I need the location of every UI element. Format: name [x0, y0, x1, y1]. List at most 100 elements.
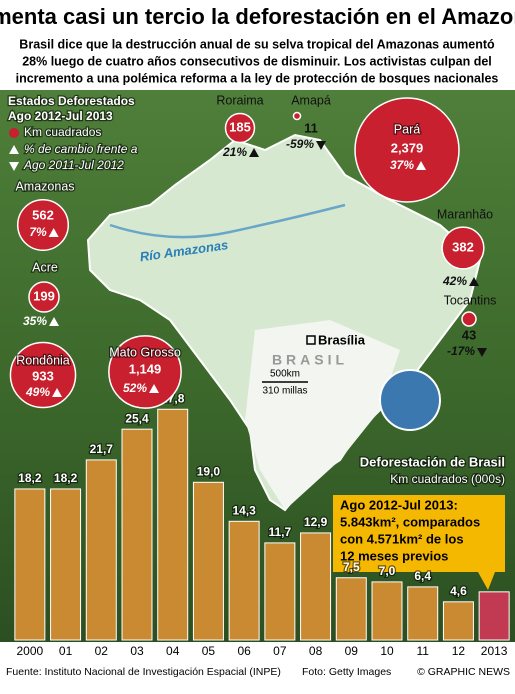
title: Aumenta casi un tercio la deforestación … — [0, 4, 515, 29]
x-tick-label: 03 — [130, 644, 144, 658]
annotation-line: 12 meses previos — [340, 548, 448, 563]
state-circle — [28, 281, 60, 313]
bar — [300, 532, 332, 641]
credit: © GRAPHIC NEWS — [417, 666, 510, 678]
bar — [50, 488, 82, 641]
state-circle — [292, 111, 302, 121]
value-label: 14,3 — [232, 503, 256, 517]
capital-marker — [306, 335, 316, 345]
state-name: Mato Grosso — [109, 345, 181, 359]
state-change: 35% — [23, 314, 47, 328]
bar — [335, 577, 367, 641]
state-name: Acre — [32, 260, 58, 274]
change-arrow — [52, 388, 63, 397]
value-label: 6,4 — [414, 569, 431, 583]
state-circle — [461, 311, 477, 327]
subtitle: 28% luego de cuatro años consecutivos de… — [22, 54, 492, 68]
state-value: 2,379 — [391, 140, 424, 155]
bar — [157, 408, 189, 641]
x-tick-label: 2013 — [481, 644, 508, 658]
state-value: 933 — [32, 368, 54, 383]
state-value: 11 — [304, 120, 318, 135]
x-tick-label: 09 — [345, 644, 359, 658]
x-tick-label: 2000 — [17, 644, 44, 658]
state-value: 185 — [229, 119, 251, 134]
change-arrow — [48, 228, 59, 237]
state-circle — [9, 341, 77, 409]
chart-title: Deforestación de Brasil — [360, 454, 505, 469]
x-tick-label: 11 — [416, 644, 429, 658]
state-name: Pará — [394, 122, 420, 136]
state-name: Rondônia — [16, 353, 70, 367]
value-label: 7,5 — [343, 560, 360, 574]
photo-credit: Foto: Getty Images — [302, 666, 391, 678]
state-name: Maranhão — [437, 207, 493, 221]
change-arrow — [249, 148, 260, 157]
legend-title: Estados Deforestados — [8, 94, 135, 108]
bar — [14, 488, 46, 641]
state-circle — [224, 112, 256, 144]
x-tick-label: 08 — [309, 644, 323, 658]
chart-subtitle: Km cuadrados (000s) — [390, 472, 505, 486]
state-change: 42% — [442, 274, 467, 288]
state-change: -59% — [286, 137, 314, 151]
change-arrow — [477, 348, 488, 357]
annotation-line: 5.843km², comparados — [340, 514, 480, 529]
value-label: 4,6 — [450, 584, 467, 598]
state-circle — [441, 226, 485, 270]
x-tick-label: 07 — [273, 644, 287, 658]
x-tick-label: 02 — [95, 644, 109, 658]
legend-swatch — [9, 128, 19, 138]
x-tick-label: 10 — [380, 644, 394, 658]
annotation-title: Ago 2012-Jul 2013: — [340, 497, 458, 512]
brazil-south — [245, 320, 400, 510]
value-label: 12,9 — [304, 515, 328, 529]
state-name: Tocantins — [444, 293, 497, 307]
state-name: Roraima — [216, 93, 263, 107]
legend-up — [9, 145, 19, 154]
annotation-box — [333, 495, 505, 590]
bar — [121, 428, 153, 641]
x-tick-label: 12 — [452, 644, 466, 658]
x-tick-label: 01 — [59, 644, 73, 658]
state-change: -17% — [447, 344, 475, 358]
value-label: 25,4 — [125, 411, 149, 425]
river — [109, 203, 346, 239]
scale-km: 500km — [270, 369, 300, 380]
bar — [85, 459, 117, 641]
state-name: Amapá — [291, 93, 331, 107]
state-change: 37% — [390, 158, 414, 172]
change-arrow — [469, 277, 480, 286]
state-change: 52% — [123, 381, 147, 395]
legend-previous: Ago 2011-Jul 2012 — [23, 158, 124, 172]
footer-band — [0, 642, 515, 689]
scale-mi: 310 millas — [262, 386, 307, 397]
state-value: 382 — [452, 239, 474, 254]
state-change: 49% — [25, 385, 50, 399]
country-label: BRASIL — [272, 352, 348, 368]
subtitle: Brasil dice que la destrucción anual de … — [19, 37, 495, 51]
annotation-line: con 4.571km² de los — [340, 531, 464, 546]
globe-inset — [379, 369, 441, 431]
value-label: 19,0 — [197, 464, 221, 478]
state-value: 562 — [32, 207, 54, 222]
state-value: 1,149 — [129, 361, 162, 376]
bar — [192, 481, 224, 641]
value-label: 21,7 — [90, 442, 114, 456]
source: Fuente: Instituto Nacional de Investigac… — [6, 666, 281, 678]
state-circle — [108, 335, 182, 409]
state-change: 21% — [222, 145, 247, 159]
change-arrow — [149, 384, 160, 393]
bar — [371, 581, 403, 641]
legend-period: Ago 2012-Jul 2013 — [8, 109, 113, 123]
change-arrow — [416, 161, 427, 170]
bar — [228, 520, 260, 641]
x-tick-label: 05 — [202, 644, 216, 658]
change-arrow — [316, 141, 327, 150]
bar — [264, 542, 296, 641]
state-circle — [354, 97, 460, 203]
x-tick-label: 06 — [237, 644, 251, 658]
state-name: Amazonas — [15, 179, 74, 193]
subtitle: incremento a una polémica reforma a la l… — [16, 71, 499, 85]
